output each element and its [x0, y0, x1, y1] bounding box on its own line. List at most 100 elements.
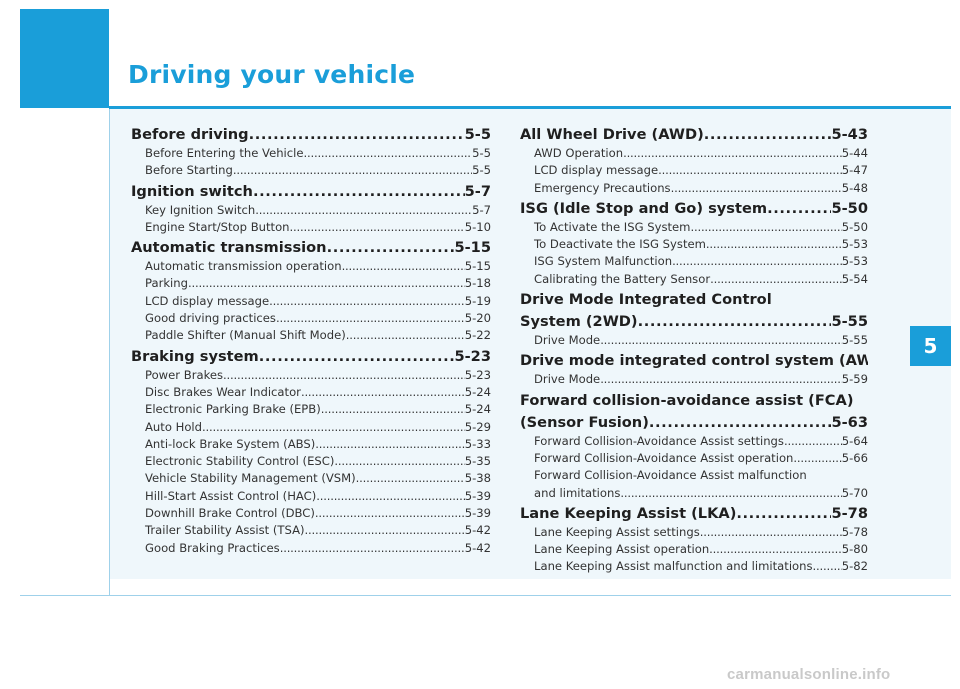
toc-page-number: 5-24: [464, 402, 491, 417]
toc-entry-label: Anti-lock Brake System (ABS): [145, 436, 316, 451]
toc-subentry[interactable]: Automatic transmission operation 5-15: [131, 258, 491, 275]
dot-leader: [793, 450, 841, 467]
toc-page-number: 5-42: [464, 540, 491, 555]
toc-entry-label: Drive mode integrated control system (AW…: [520, 352, 868, 370]
toc-page-number: 5-54: [841, 271, 868, 286]
toc-page-number: 5-59: [841, 372, 868, 387]
toc-section-entry[interactable]: Braking system 5-23: [131, 346, 491, 367]
toc-subentry[interactable]: Lane Keeping Assist malfunction and limi…: [520, 558, 868, 575]
dot-leader: [334, 453, 464, 470]
dot-leader: [327, 237, 455, 258]
toc-page-number: 5-82: [841, 559, 868, 574]
toc-subentry[interactable]: Forward Collision-Avoidance Assist malfu…: [534, 468, 807, 483]
toc-section-entry[interactable]: Ignition switch 5-7: [131, 181, 491, 202]
dot-leader: [315, 505, 465, 522]
toc-page-number: 5-63: [831, 413, 868, 431]
toc-subentry[interactable]: Trailer Stability Assist (TSA) 5-42: [131, 522, 491, 539]
dot-leader: [316, 488, 464, 505]
toc-page-number: 5-24: [464, 384, 491, 399]
dot-leader: [304, 145, 473, 162]
dot-leader: [600, 371, 842, 388]
toc-entry-label: Lane Keeping Assist malfunction and limi…: [534, 559, 813, 574]
toc-entry-label: Ignition switch: [131, 182, 253, 200]
dot-leader: [290, 219, 465, 236]
toc-subentry[interactable]: Paddle Shifter (Manual Shift Mode) 5-22: [131, 327, 491, 344]
toc-subentry[interactable]: Lane Keeping Assist operation 5-80: [520, 541, 868, 558]
toc-section-entry[interactable]: System (2WD) 5-55: [520, 311, 868, 332]
toc-section-entry[interactable]: All Wheel Drive (AWD) 5-43: [520, 124, 868, 145]
toc-page-number: 5-23: [464, 367, 491, 382]
toc-subentry[interactable]: Hill-Start Assist Control (HAC) 5-39: [131, 488, 491, 505]
toc-page-number: 5-33: [464, 436, 491, 451]
toc-entry-label: Paddle Shifter (Manual Shift Mode): [145, 328, 346, 343]
toc-entry-label: To Deactivate the ISG System: [534, 237, 706, 252]
dot-leader: [706, 236, 842, 253]
toc-subentry[interactable]: Engine Start/Stop Button 5-10: [131, 219, 491, 236]
toc-subentry[interactable]: Electronic Stability Control (ESC) 5-35: [131, 453, 491, 470]
toc-subentry[interactable]: Electronic Parking Brake (EPB) 5-24: [131, 401, 491, 418]
toc-subentry[interactable]: and limitations 5-70: [520, 485, 868, 502]
toc-page-number: 5-5: [472, 146, 491, 160]
toc-section-entry[interactable]: Drive mode integrated control system (AW…: [520, 350, 868, 371]
chapter-tab[interactable]: 5: [910, 326, 951, 366]
toc-entry-label: Downhill Brake Control (DBC): [145, 506, 315, 521]
toc-section-heading[interactable]: Drive Mode Integrated Control: [520, 291, 772, 309]
toc-entry-label: Before Entering the Vehicle: [145, 146, 304, 160]
toc-entry-label: (Sensor Fusion): [520, 413, 649, 431]
toc-page-number: 5-39: [464, 488, 491, 503]
toc-subentry[interactable]: Downhill Brake Control (DBC) 5-39: [131, 505, 491, 522]
toc-subentry[interactable]: Disc Brakes Wear Indicator 5-24: [131, 384, 491, 401]
toc-subentry[interactable]: LCD display message 5-19: [131, 293, 491, 310]
toc-subentry[interactable]: Calibrating the Battery Sensor 5-54: [520, 271, 868, 288]
toc-subentry[interactable]: Lane Keeping Assist settings 5-78: [520, 524, 868, 541]
toc-subentry[interactable]: LCD display message 5-47: [520, 162, 868, 179]
toc-subentry[interactable]: Drive Mode 5-55: [520, 332, 868, 349]
dot-leader: [690, 219, 841, 236]
toc-subentry[interactable]: Forward Collision-Avoidance Assist opera…: [520, 450, 868, 467]
toc-page-number: 5-39: [464, 506, 491, 521]
toc-subentry[interactable]: To Deactivate the ISG System 5-53: [520, 236, 868, 253]
toc-subentry[interactable]: Anti-lock Brake System (ABS) 5-33: [131, 436, 491, 453]
toc-entry-label: Lane Keeping Assist settings: [534, 524, 700, 539]
toc-page-number: 5-55: [831, 313, 868, 331]
dot-leader: [280, 540, 465, 557]
toc-subentry[interactable]: Drive Mode 5-59: [520, 371, 868, 388]
dot-leader: [233, 162, 472, 179]
toc-subentry[interactable]: AWD Operation 5-44: [520, 145, 868, 162]
toc-page-number: 5-50: [841, 219, 868, 234]
toc-subentry[interactable]: Before Entering the Vehicle 5-5: [131, 145, 491, 162]
title-underline: [109, 106, 951, 109]
toc-page-number: 5-5: [472, 163, 491, 178]
toc-section-entry[interactable]: Before driving 5-5: [131, 124, 491, 145]
toc-subentry[interactable]: Good driving practices 5-20: [131, 310, 491, 327]
toc-subentry[interactable]: Good Braking Practices 5-42: [131, 540, 491, 557]
toc-page-number: 5-20: [464, 311, 491, 326]
toc-page-number: 5-38: [464, 471, 491, 486]
toc-subentry[interactable]: To Activate the ISG System 5-50: [520, 219, 868, 236]
toc-section-entry[interactable]: Automatic transmission 5-15: [131, 237, 491, 258]
toc-subentry[interactable]: Power Brakes 5-23: [131, 367, 491, 384]
dot-leader: [301, 384, 465, 401]
toc-page-number: 5-53: [841, 237, 868, 252]
toc-subentry[interactable]: Auto Hold 5-29: [131, 419, 491, 436]
toc-section-entry[interactable]: (Sensor Fusion) 5-63: [520, 412, 868, 433]
toc-entry-label: Drive Mode: [534, 372, 601, 387]
toc-subentry[interactable]: Parking 5-18: [131, 275, 491, 292]
toc-entry-label: AWD Operation: [534, 146, 624, 160]
toc-page-number: 5-10: [464, 219, 491, 234]
toc-page-number: 5-55: [841, 333, 868, 348]
toc-subentry[interactable]: Forward Collision-Avoidance Assist setti…: [520, 433, 868, 450]
toc-subentry[interactable]: Before Starting 5-5: [131, 162, 491, 179]
dot-leader: [223, 367, 465, 384]
toc-entry-label: To Activate the ISG System: [534, 219, 691, 234]
toc-subentry[interactable]: ISG System Malfunction 5-53: [520, 253, 868, 270]
toc-section-entry[interactable]: ISG (Idle Stop and Go) system 5-50: [520, 198, 868, 219]
dot-leader: [649, 412, 832, 433]
toc-subentry[interactable]: Vehicle Stability Management (VSM) 5-38: [131, 470, 491, 487]
toc-section-heading[interactable]: Forward collision-avoidance assist (FCA): [520, 391, 854, 409]
toc-subentry[interactable]: Key Ignition Switch 5-7: [131, 202, 491, 219]
toc-entry-label: Key Ignition Switch: [145, 202, 256, 217]
toc-subentry[interactable]: Emergency Precautions 5-48: [520, 180, 868, 197]
toc-entry-label: Parking: [145, 276, 188, 291]
toc-section-entry[interactable]: Lane Keeping Assist (LKA) 5-78: [520, 503, 868, 524]
